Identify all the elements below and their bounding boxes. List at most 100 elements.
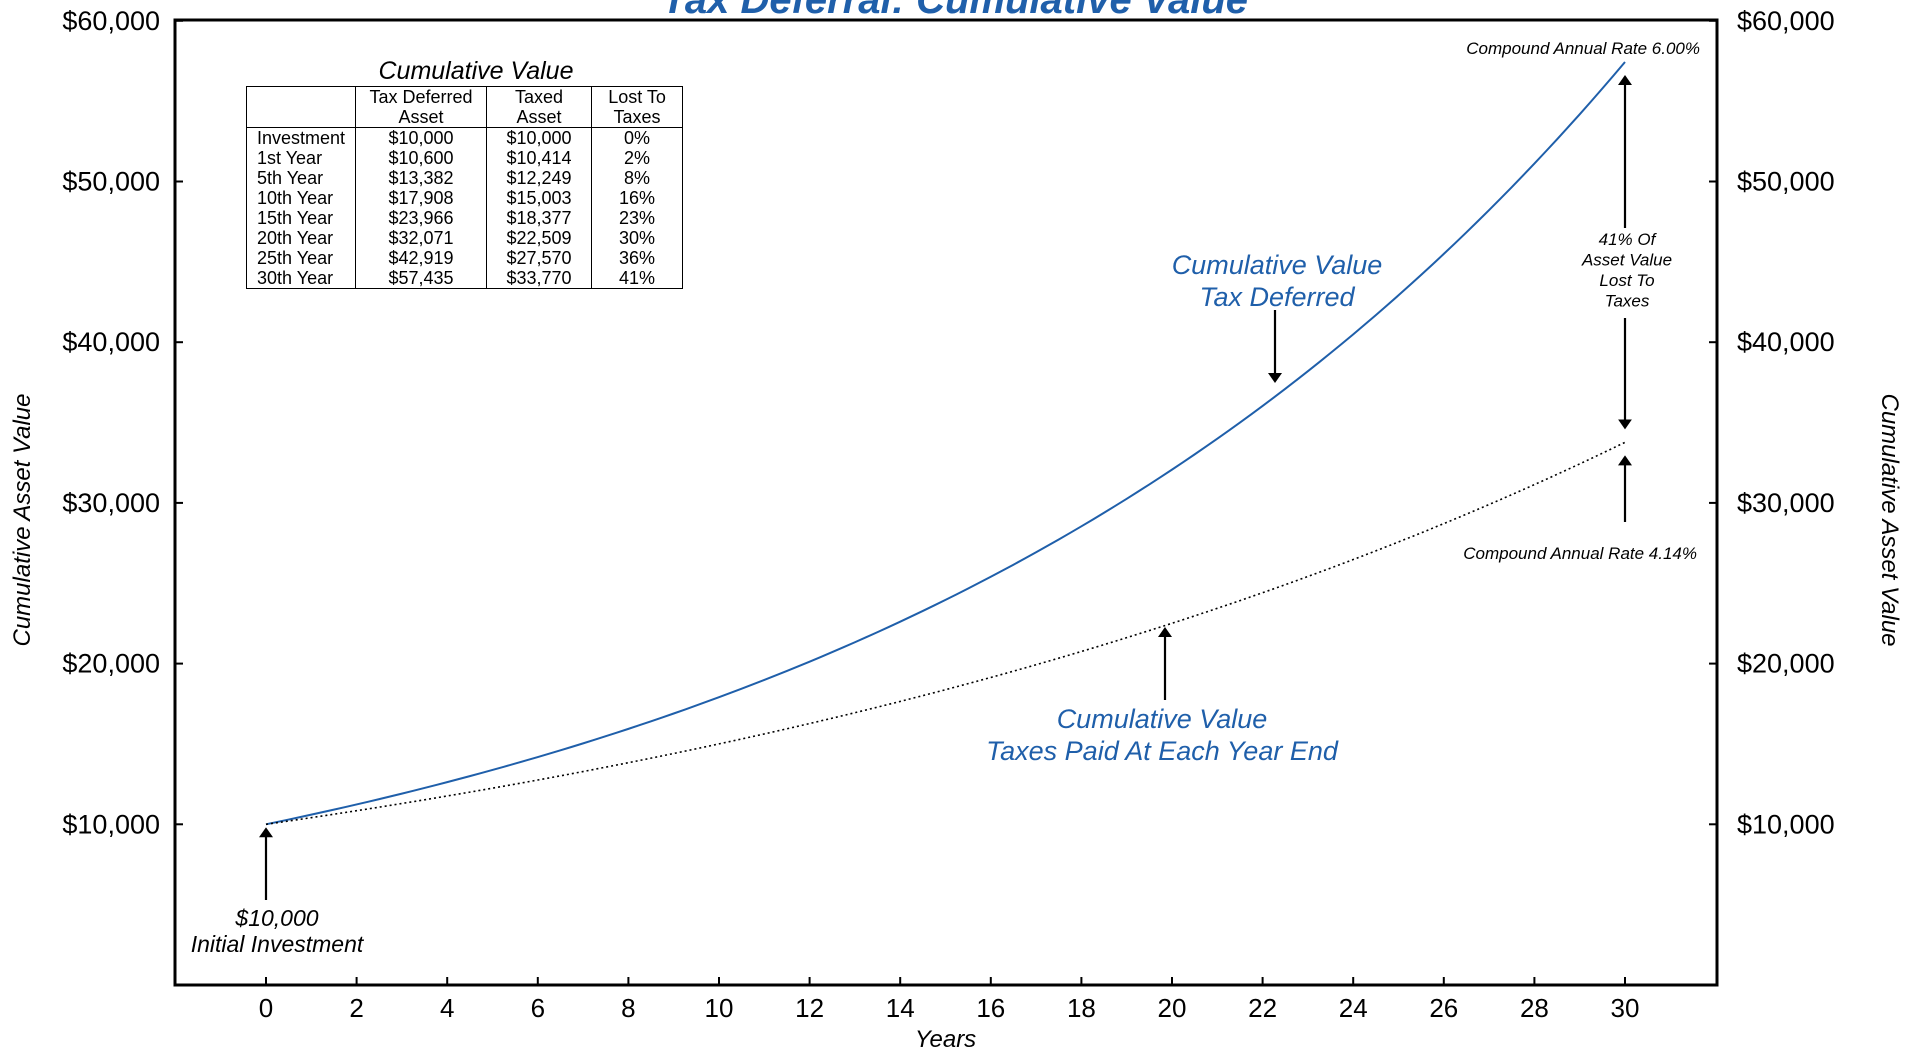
table-cell: 1st Year	[245, 148, 357, 168]
x-tick-label: 30	[1611, 993, 1640, 1023]
y-tick-label-right: $20,000	[1737, 649, 1835, 679]
x-tick-label: 8	[621, 993, 635, 1023]
table-cell: $42,919	[355, 248, 488, 268]
series-line-taxed	[265, 441, 1626, 826]
x-tick-label: 26	[1429, 993, 1458, 1023]
table-cell: 15th Year	[245, 208, 357, 228]
table-title: Cumulative Value	[378, 57, 574, 85]
table-cell: 25th Year	[245, 248, 357, 268]
table-cell: 16%	[591, 188, 684, 208]
y-tick-label-left: $50,000	[62, 167, 160, 197]
y-axis-title-left-group: Cumulative Asset Value	[9, 393, 36, 646]
table-header-cell	[245, 86, 357, 107]
table-cell: $10,000	[355, 127, 488, 148]
table-row: 20th Year $32,071 $22,509 30%	[245, 228, 684, 248]
table-cell: $32,071	[355, 228, 488, 248]
table-cell: 20th Year	[245, 228, 357, 248]
y-axis-title-right: Cumulative Asset Value	[1876, 393, 1903, 646]
series-label-tax-deferred: Cumulative Value	[1172, 250, 1383, 280]
table-cell: 23%	[591, 208, 684, 228]
y-tick-label-left: $10,000	[62, 809, 160, 839]
y-tick-label-right: $30,000	[1737, 488, 1835, 518]
rate-bottom-label: Compound Annual Rate 4.14%	[1463, 544, 1697, 563]
y-axis-right: $10,000 $20,000 $30,000 $40,000 $50,000 $60,0…	[1709, 6, 1903, 839]
table-row: 10th Year $17,908 $15,003 16%	[245, 188, 684, 208]
y-tick-label-right: $40,000	[1737, 327, 1835, 357]
x-tick-label: 14	[886, 993, 915, 1023]
table-header-cell: Lost To	[591, 86, 684, 107]
table-cell: 10th Year	[245, 188, 357, 208]
y-tick-label-left: $20,000	[62, 649, 160, 679]
x-tick-label: 0	[259, 993, 273, 1023]
x-tick-label: 12	[795, 993, 824, 1023]
y-axis-left: $10,000 $20,000 $30,000 $40,000 $50,000 $60,0…	[9, 6, 183, 839]
table-header-cell: Asset	[355, 107, 488, 128]
table-cell: $10,600	[355, 148, 488, 168]
table-row: Investment $10,000 $10,000 0%	[245, 127, 684, 148]
series-line-tax-deferred	[265, 61, 1626, 826]
annotation-labels: Compound Annual Rate 6.00% Compound Annua…	[191, 39, 1700, 957]
x-tick-label: 20	[1158, 993, 1187, 1023]
table-cell: $10,414	[486, 148, 593, 168]
table-cell: $18,377	[486, 208, 593, 228]
table-cell: 0%	[591, 127, 684, 148]
lost-to-taxes-label: Asset Value	[1581, 251, 1672, 270]
y-tick-label-right: $60,000	[1737, 6, 1835, 36]
table-cell: 36%	[591, 248, 684, 268]
lost-to-taxes-label: Taxes	[1605, 292, 1650, 311]
y-axis-title-left: Cumulative Asset Value	[9, 393, 36, 646]
lost-to-taxes-label: 41% Of	[1599, 230, 1658, 249]
x-tick-label: 22	[1248, 993, 1277, 1023]
x-tick-label: 28	[1520, 993, 1549, 1023]
table-header-cell: Taxes	[591, 107, 684, 128]
table-row: 15th Year $23,966 $18,377 23%	[245, 208, 684, 228]
table-cell: 30%	[591, 228, 684, 248]
y-tick-label-right: $10,000	[1737, 809, 1835, 839]
y-tick-label-left: $60,000	[62, 6, 160, 36]
table-cell: 8%	[591, 168, 684, 188]
table-cell: $23,966	[355, 208, 488, 228]
table-row: 25th Year $42,919 $27,570 36%	[245, 248, 684, 268]
table-row: 1st Year $10,600 $10,414 2%	[245, 148, 684, 168]
initial-investment-label: Initial Investment	[191, 931, 365, 957]
series-label-tax-deferred: Tax Deferred	[1199, 282, 1355, 312]
lost-to-taxes-label: Lost To	[1599, 271, 1654, 290]
table-cell: Investment	[245, 127, 357, 148]
series-lines	[265, 61, 1626, 826]
table-cell: 5th Year	[245, 168, 357, 188]
table-header-row: Tax Deferred Taxed Lost To	[245, 86, 684, 107]
y-tick-label-left: $40,000	[62, 327, 160, 357]
table-cell: 2%	[591, 148, 684, 168]
table-cell: $33,770	[486, 268, 593, 289]
initial-investment-label: $10,000	[234, 905, 318, 931]
table-cell: 30th Year	[245, 268, 357, 289]
chart-title: Tax Deferral: Cumulative Value	[661, 0, 1249, 22]
table-cell: $22,509	[486, 228, 593, 248]
x-tick-label: 10	[705, 993, 734, 1023]
y-axis-title-right-group: Cumulative Asset Value	[1876, 393, 1903, 646]
table-row: 30th Year $57,435 $33,770 41%	[245, 268, 684, 289]
table-header-cell: Asset	[486, 107, 593, 128]
table-header-row: Asset Asset Taxes	[245, 107, 684, 128]
x-tick-label: 24	[1339, 993, 1368, 1023]
table-header-cell: Taxed	[486, 86, 593, 107]
table-cell: $17,908	[355, 188, 488, 208]
table-cell: $10,000	[486, 127, 593, 148]
table-cell: $27,570	[486, 248, 593, 268]
y-tick-label-right: $50,000	[1737, 167, 1835, 197]
rate-top-label: Compound Annual Rate 6.00%	[1466, 39, 1700, 58]
table-cell: $12,249	[486, 168, 593, 188]
series-label-taxed: Cumulative Value	[1057, 704, 1268, 734]
x-tick-label: 18	[1067, 993, 1096, 1023]
annotation-arrows	[259, 75, 1632, 900]
x-tick-label: 2	[349, 993, 363, 1023]
summary-table: Tax Deferred Taxed Lost To Asset Asset Taxes …	[245, 86, 684, 289]
table-cell: 41%	[591, 268, 684, 289]
x-tick-label: 6	[531, 993, 545, 1023]
table-cell: $13,382	[355, 168, 488, 188]
table-header-cell: Tax Deferred	[355, 86, 488, 107]
table-cell: $57,435	[355, 268, 488, 289]
x-tick-label: 4	[440, 993, 454, 1023]
